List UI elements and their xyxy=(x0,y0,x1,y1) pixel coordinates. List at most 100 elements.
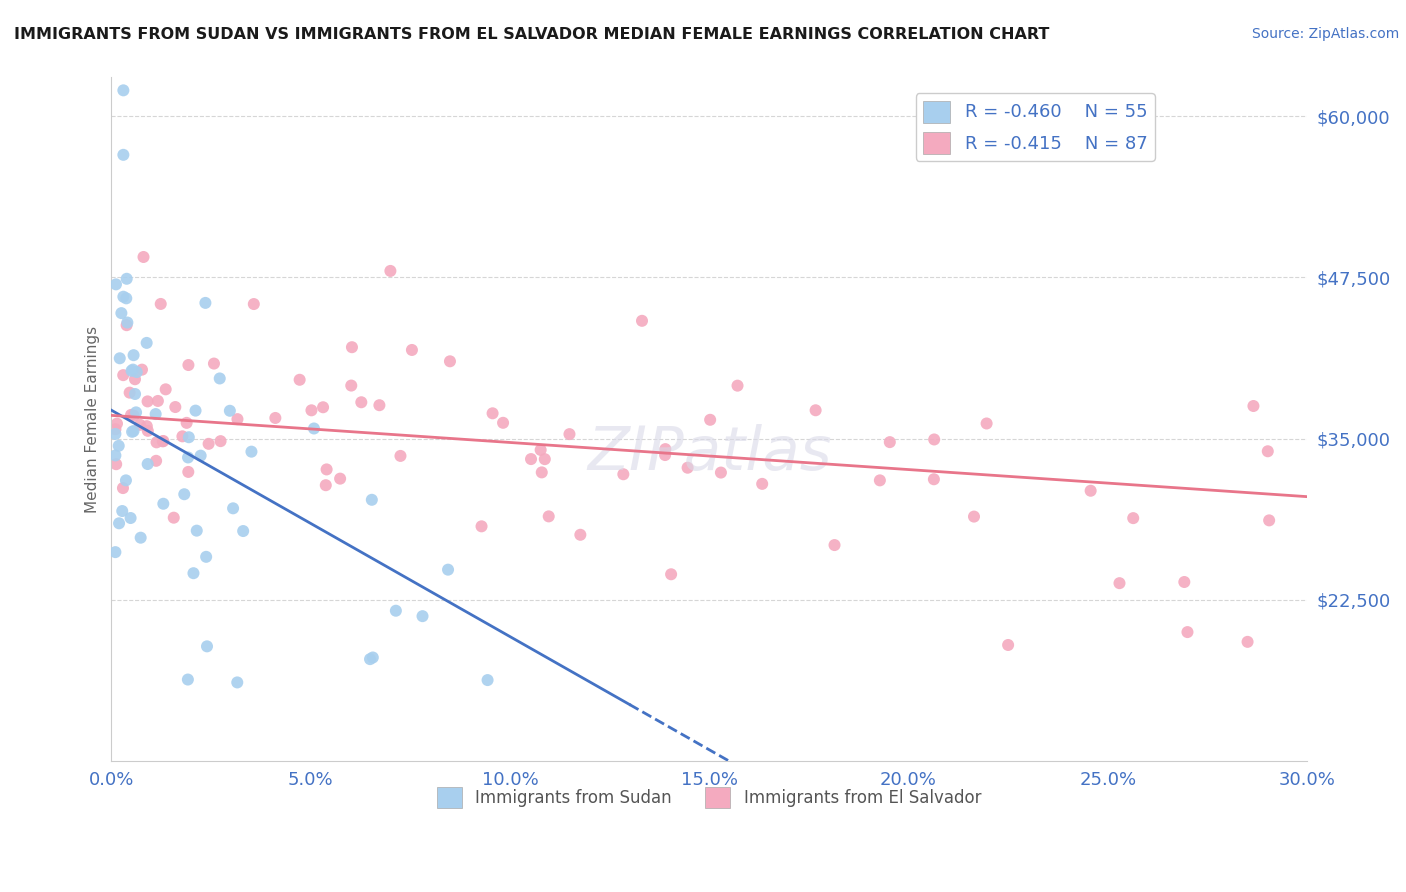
Point xyxy=(124,372,146,386)
Point xyxy=(177,673,200,687)
Point xyxy=(152,497,174,511)
Point xyxy=(963,509,986,524)
Point xyxy=(530,466,553,480)
Point xyxy=(288,373,311,387)
Point xyxy=(222,501,245,516)
Point xyxy=(804,403,827,417)
Point xyxy=(401,343,423,357)
Point xyxy=(197,437,219,451)
Point xyxy=(115,272,138,286)
Point xyxy=(569,528,592,542)
Text: Source: ZipAtlas.com: Source: ZipAtlas.com xyxy=(1251,27,1399,41)
Point xyxy=(360,492,382,507)
Point xyxy=(439,354,461,368)
Point xyxy=(152,434,174,449)
Point xyxy=(361,650,384,665)
Point xyxy=(1080,483,1102,498)
Point xyxy=(163,510,186,524)
Point xyxy=(312,401,335,415)
Point xyxy=(104,449,127,463)
Point xyxy=(240,444,263,458)
Point xyxy=(111,504,134,518)
Point xyxy=(654,448,676,462)
Point xyxy=(124,387,146,401)
Point xyxy=(612,467,634,482)
Point xyxy=(146,393,169,408)
Point xyxy=(112,368,135,383)
Point xyxy=(145,454,167,468)
Point xyxy=(118,385,141,400)
Point xyxy=(676,460,699,475)
Point xyxy=(122,348,145,362)
Point xyxy=(104,422,127,436)
Point xyxy=(492,416,515,430)
Point xyxy=(389,449,412,463)
Point xyxy=(412,609,434,624)
Y-axis label: Median Female Earnings: Median Female Earnings xyxy=(86,326,100,513)
Point xyxy=(727,378,749,392)
Point xyxy=(1257,444,1279,458)
Point xyxy=(108,516,131,531)
Point xyxy=(135,335,157,350)
Point xyxy=(115,474,138,488)
Point xyxy=(537,509,560,524)
Point xyxy=(145,407,167,421)
Point xyxy=(145,435,167,450)
Point xyxy=(177,358,200,372)
Point xyxy=(122,424,145,438)
Point xyxy=(177,430,200,444)
Point xyxy=(232,524,254,538)
Point xyxy=(165,400,187,414)
Point xyxy=(155,382,177,396)
Point xyxy=(177,465,200,479)
Point xyxy=(1173,574,1195,589)
Point xyxy=(470,519,492,533)
Text: IMMIGRANTS FROM SUDAN VS IMMIGRANTS FROM EL SALVADOR MEDIAN FEMALE EARNINGS CORR: IMMIGRANTS FROM SUDAN VS IMMIGRANTS FROM… xyxy=(14,27,1049,42)
Point xyxy=(340,378,363,392)
Point xyxy=(520,452,543,467)
Point xyxy=(112,148,135,162)
Point xyxy=(107,439,129,453)
Point xyxy=(302,421,325,435)
Point xyxy=(209,434,232,449)
Point xyxy=(226,675,249,690)
Point xyxy=(104,277,127,292)
Point xyxy=(120,408,142,422)
Point xyxy=(121,364,143,378)
Point xyxy=(530,442,553,457)
Point xyxy=(173,487,195,501)
Point xyxy=(226,412,249,426)
Point xyxy=(176,416,198,430)
Point xyxy=(104,426,127,441)
Point xyxy=(172,429,194,443)
Point xyxy=(385,604,408,618)
Point xyxy=(149,297,172,311)
Point xyxy=(659,567,682,582)
Point xyxy=(129,531,152,545)
Point xyxy=(922,433,945,447)
Point xyxy=(117,316,139,330)
Point xyxy=(136,424,159,438)
Point xyxy=(131,362,153,376)
Point xyxy=(315,462,337,476)
Point xyxy=(112,83,135,97)
Point xyxy=(1258,513,1281,527)
Point xyxy=(710,466,733,480)
Point xyxy=(1122,511,1144,525)
Point xyxy=(108,351,131,366)
Point xyxy=(922,472,945,486)
Point xyxy=(264,411,287,425)
Point xyxy=(115,291,138,305)
Point xyxy=(751,476,773,491)
Point xyxy=(477,673,499,687)
Point xyxy=(105,417,128,431)
Point xyxy=(533,452,555,467)
Point xyxy=(243,297,266,311)
Point xyxy=(105,457,128,471)
Point xyxy=(654,442,676,456)
Point xyxy=(120,511,142,525)
Point xyxy=(1108,576,1130,591)
Point xyxy=(112,290,135,304)
Point xyxy=(195,549,218,564)
Point xyxy=(1236,635,1258,649)
